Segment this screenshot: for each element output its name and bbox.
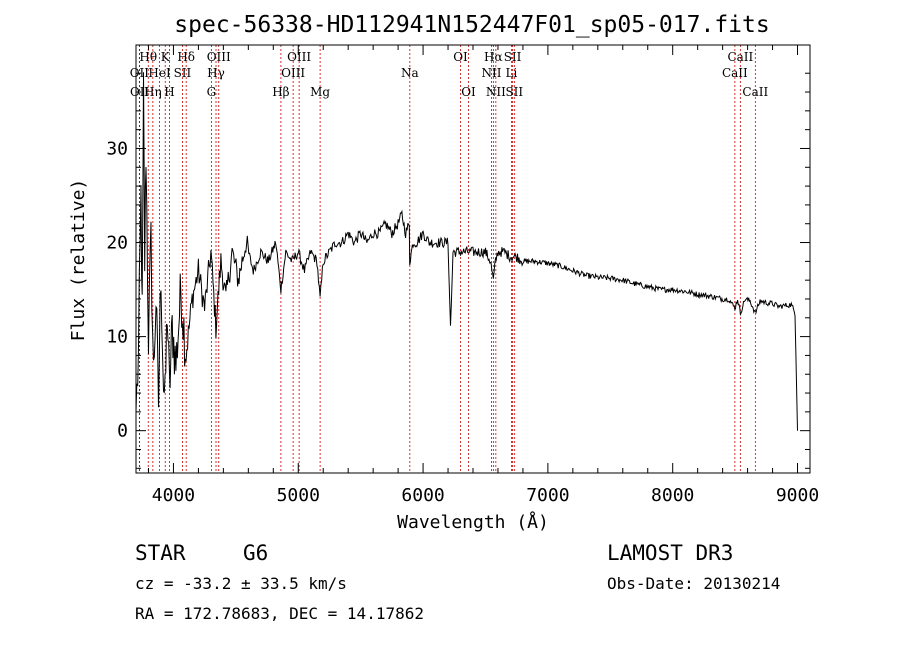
observation-date: Obs-Date: 20130214: [607, 574, 780, 593]
y-tick-label-3: 30: [106, 138, 128, 159]
spectrum-line: [135, 72, 798, 431]
line-label-4: HeI: [148, 66, 171, 80]
x-tick-label-2: 6000: [401, 485, 444, 506]
y-tick-label-1: 10: [106, 327, 128, 348]
coordinates: RA = 172.78683, DEC = 14.17862: [135, 604, 424, 623]
line-label-16: Na: [401, 66, 419, 80]
line-label-10: Hγ: [207, 66, 225, 80]
x-tick-label-5: 9000: [776, 485, 819, 506]
line-label-6: H: [164, 85, 174, 99]
line-label-22: Li: [506, 66, 518, 80]
chart-title: spec-56338-HD112941N152447F01_sp05-017.f…: [174, 12, 769, 38]
x-tick-label-1: 5000: [277, 485, 320, 506]
line-label-26: CaII: [727, 50, 753, 64]
line-label-24: SII: [505, 85, 523, 99]
survey-name: LAMOST DR3: [607, 541, 733, 565]
line-label-8: Hδ: [177, 50, 195, 64]
y-axis-label: Flux (relative): [68, 179, 89, 342]
line-label-12: Hβ: [272, 85, 289, 99]
line-label-20: Hα: [484, 50, 503, 64]
axis-ticks: [136, 45, 810, 473]
line-label-2: Hθ: [139, 50, 157, 64]
spectral-line-labels: OIIOIIHθHηHeIKHSIIHδGHγOIIIHβOIIIOIIIMgN…: [130, 50, 769, 99]
y-tick-label-2: 20: [106, 233, 128, 254]
line-label-9: G: [207, 85, 217, 99]
line-label-13: OIII: [281, 66, 305, 80]
x-axis-label: Wavelength (Å): [397, 511, 549, 533]
y-tick-label-0: 0: [117, 421, 128, 442]
line-label-18: OI: [461, 85, 476, 99]
line-label-19: NII: [481, 66, 501, 80]
spectral-line-markers: [138, 45, 756, 473]
line-label-5: K: [161, 50, 171, 64]
object-class: STAR: [135, 541, 186, 565]
line-label-15: Mg: [310, 85, 330, 99]
plot-frame: [135, 44, 811, 474]
x-tick-label-4: 8000: [651, 485, 694, 506]
line-label-23: SII: [504, 50, 522, 64]
line-label-25: CaII: [722, 66, 748, 80]
y-tick-labels: 0 10 20 30: [106, 138, 128, 441]
x-tick-label-0: 4000: [152, 485, 195, 506]
line-label-7: SII: [174, 66, 192, 80]
object-subclass: G6: [243, 541, 268, 565]
line-label-3: Hη: [144, 85, 162, 99]
x-tick-label-3: 7000: [526, 485, 569, 506]
plot-area: [135, 44, 811, 474]
line-label-27: CaII: [742, 85, 768, 99]
x-tick-labels: 4000 5000 6000 7000 8000 9000: [152, 485, 819, 506]
line-label-11: OIII: [207, 50, 231, 64]
line-label-21: NII: [486, 85, 506, 99]
line-label-14: OIII: [287, 50, 311, 64]
line-label-17: OI: [453, 50, 468, 64]
redshift-value: cz = -33.2 ± 33.5 km/s: [135, 574, 347, 593]
